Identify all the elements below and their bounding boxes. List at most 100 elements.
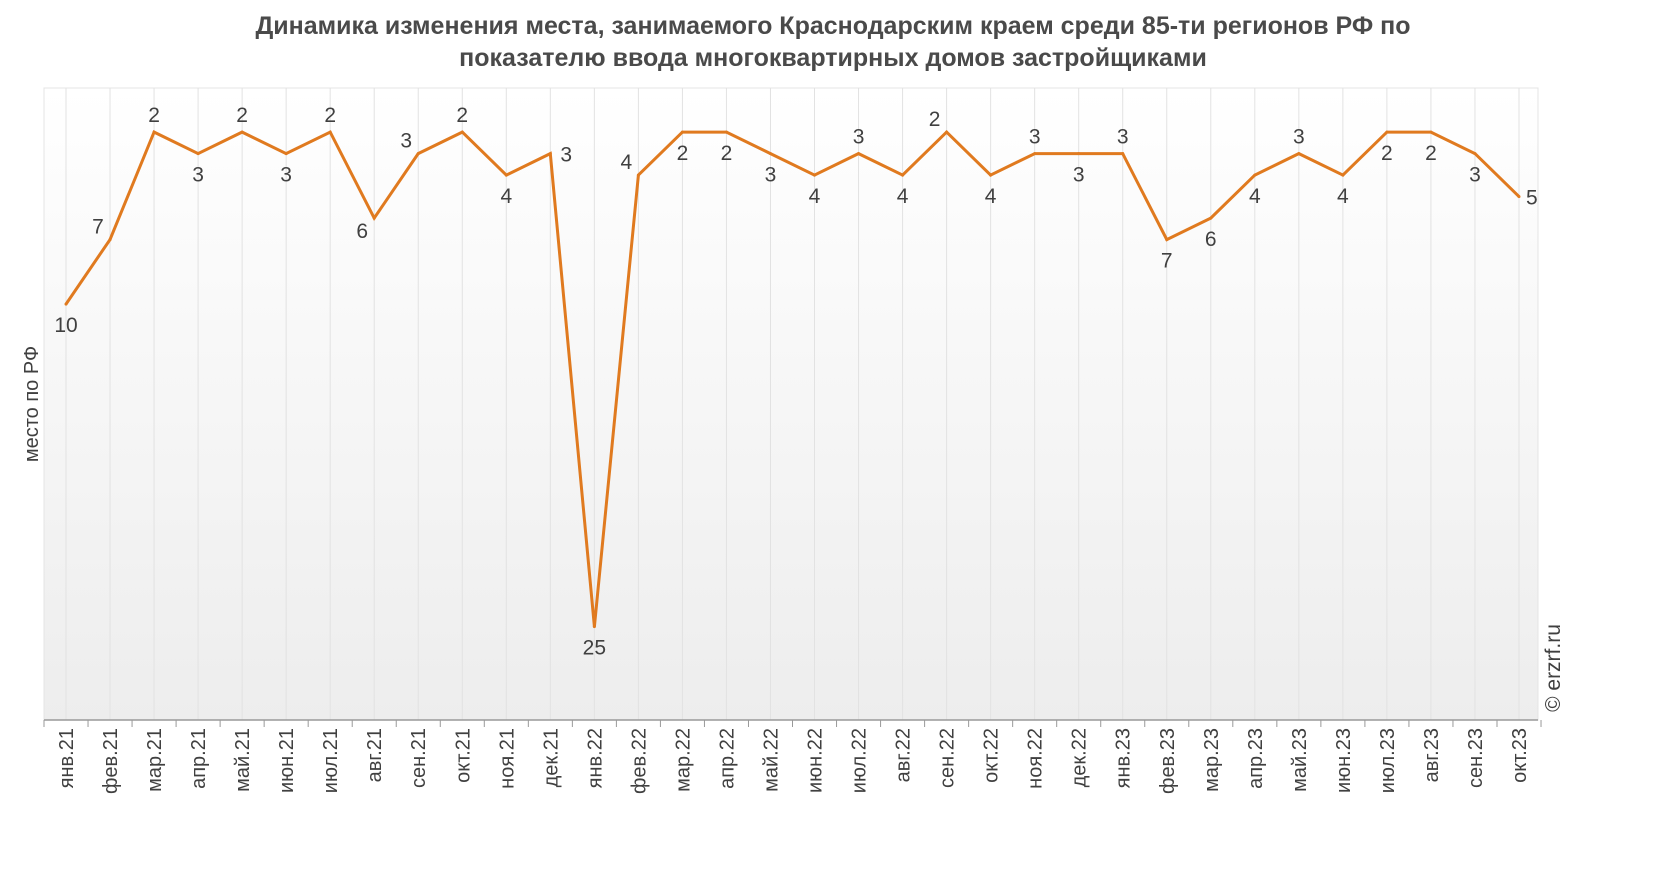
x-tick-label: сен.21 [408, 728, 430, 788]
data-label: 3 [192, 164, 204, 187]
data-point [328, 130, 332, 134]
series-layer [64, 130, 1521, 629]
data-label: 2 [721, 142, 733, 165]
x-tick-label: окт.23 [1509, 728, 1531, 783]
data-label: 3 [400, 130, 412, 153]
grid-lines [65, 88, 1520, 720]
data-point [372, 216, 376, 220]
data-label: 2 [324, 104, 336, 127]
data-point [1121, 152, 1125, 156]
data-point [1297, 152, 1301, 156]
x-tick-label: июн.22 [805, 728, 827, 793]
data-label: 2 [1381, 142, 1393, 165]
x-tick-label: окт.22 [981, 728, 1003, 783]
x-tick-label: янв.21 [56, 728, 78, 788]
chart-title: Динамика изменения места, занимаемого Кр… [0, 10, 1666, 74]
data-label: 3 [280, 164, 292, 187]
data-label: 6 [356, 220, 368, 243]
x-tick-label: фев.23 [1157, 728, 1179, 794]
data-label: 4 [985, 185, 997, 208]
x-tick-label: авг.22 [893, 728, 915, 782]
data-point [857, 152, 861, 156]
data-point [196, 152, 200, 156]
data-point [1077, 152, 1081, 156]
data-label: 3 [1117, 126, 1129, 149]
x-tick-label: мар.22 [672, 728, 694, 792]
x-tick-label: апр.21 [188, 728, 210, 789]
data-point [989, 173, 993, 177]
x-tick-label: окт.21 [452, 728, 474, 783]
data-point [460, 130, 464, 134]
data-point [1517, 195, 1521, 199]
x-tick-label: июл.23 [1377, 728, 1399, 793]
data-label: 4 [897, 185, 909, 208]
data-point [108, 238, 112, 242]
data-label: 3 [560, 144, 572, 167]
data-label: 3 [765, 164, 777, 187]
x-tick-label: мар.23 [1201, 728, 1223, 792]
data-point [724, 130, 728, 134]
data-point [901, 173, 905, 177]
data-label: 3 [1029, 126, 1041, 149]
x-tick-label: июн.21 [276, 728, 298, 793]
data-label: 5 [1526, 187, 1538, 210]
data-point [1473, 152, 1477, 156]
x-tick-label: янв.23 [1113, 728, 1135, 788]
x-tick-label: июл.21 [320, 728, 342, 793]
data-label: 2 [929, 108, 941, 131]
data-label: 2 [456, 104, 468, 127]
data-point [680, 130, 684, 134]
x-tick-label: авг.23 [1421, 728, 1443, 782]
data-label: 25 [583, 637, 606, 660]
x-tick-label: дек.22 [1069, 728, 1091, 787]
data-point [945, 130, 949, 134]
plot-area [43, 87, 1539, 721]
x-tick-label: авг.21 [364, 728, 386, 782]
data-point [768, 152, 772, 156]
x-tick-label: фев.21 [100, 728, 122, 794]
x-tick-label: янв.22 [584, 728, 606, 788]
data-label: 4 [809, 185, 821, 208]
x-tick-label: июн.23 [1333, 728, 1355, 793]
data-point [1429, 130, 1433, 134]
data-point [813, 173, 817, 177]
data-point [64, 302, 68, 306]
chart-title-line-1: Динамика изменения места, занимаемого Кр… [255, 12, 1411, 40]
data-point [1385, 130, 1389, 134]
data-label: 7 [92, 216, 104, 239]
data-label: 2 [677, 142, 689, 165]
chart-title-line-2: показателю ввода многоквартирных домов з… [459, 44, 1207, 72]
data-label: 3 [1469, 164, 1481, 187]
data-label: 4 [621, 151, 633, 174]
data-point [1341, 173, 1345, 177]
data-label: 2 [1425, 142, 1437, 165]
y-axis-title: место по РФ [21, 346, 43, 462]
x-tick-label: фев.22 [628, 728, 650, 794]
data-label: 7 [1161, 250, 1173, 273]
data-point [1165, 238, 1169, 242]
data-point [504, 173, 508, 177]
data-point [1209, 216, 1213, 220]
x-tick-label: сен.23 [1465, 728, 1487, 788]
x-tick-label: май.21 [232, 728, 254, 792]
x-axis: янв.21 фев.21 мар.21 апр.21 май.21 июн.21 июл.… [43, 719, 1542, 794]
data-point [416, 152, 420, 156]
x-tick-label: сен.22 [937, 728, 959, 788]
data-label: 3 [853, 126, 865, 149]
data-point [548, 152, 552, 156]
data-label: 6 [1205, 228, 1217, 251]
x-tick-label: май.23 [1289, 728, 1311, 792]
data-point [240, 130, 244, 134]
data-point [592, 625, 596, 629]
data-label: 2 [148, 104, 160, 127]
x-tick-label: ноя.21 [496, 728, 518, 789]
data-label: 4 [1249, 185, 1261, 208]
data-label: 2 [236, 104, 248, 127]
data-label: 3 [1293, 126, 1305, 149]
data-label: 4 [500, 185, 512, 208]
data-point [636, 173, 640, 177]
watermark: © erzrf.ru [1542, 624, 1565, 712]
x-tick-label: ноя.22 [1025, 728, 1047, 789]
